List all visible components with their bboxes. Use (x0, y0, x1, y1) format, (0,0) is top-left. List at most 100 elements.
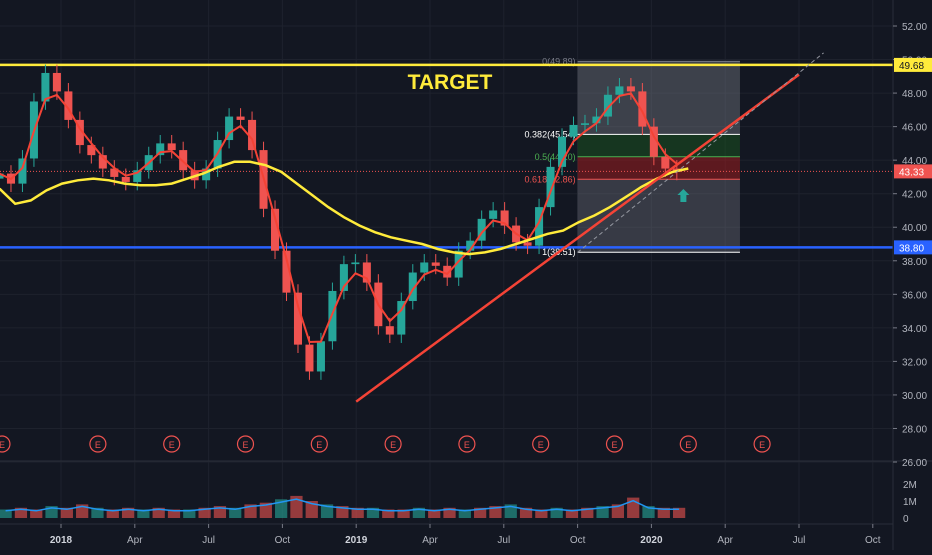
earnings-marker-label: E (390, 440, 396, 450)
candle-body (661, 156, 670, 169)
candle-body (558, 136, 567, 167)
volume-bar (106, 509, 119, 518)
earnings-marker (458, 435, 476, 453)
volume-bar (474, 507, 487, 518)
price-label-text: 49.68 (899, 61, 924, 72)
x-tick-label: 2019 (345, 535, 368, 546)
fib-level-label: 0.382(45.54) (525, 129, 576, 139)
price-label-bg (894, 57, 932, 72)
candle-body (271, 208, 280, 251)
x-tick-label: Oct (570, 535, 586, 546)
volume-bar (351, 507, 364, 518)
trendline-group[interactable] (355, 52, 824, 403)
candle-body (477, 218, 486, 241)
y-tick-label: 32.00 (902, 357, 927, 368)
volume-bar (504, 504, 517, 518)
x-tick-label: Oct (865, 535, 881, 546)
x-tick-label: Apr (422, 535, 438, 546)
candle-body (282, 250, 291, 293)
candle-body (0, 173, 4, 179)
horizontal-lines[interactable] (0, 63, 893, 249)
volume-bar (428, 509, 441, 518)
candle-body (489, 210, 498, 219)
earnings-marker (89, 435, 107, 453)
y-tick-label: 42.00 (902, 190, 927, 201)
price-label-text: 43.33 (899, 167, 924, 178)
candle-body (98, 155, 107, 169)
dashed-trend-guide (577, 52, 824, 253)
volume-bar (672, 507, 686, 518)
candle-body (535, 207, 544, 246)
volume-bar (443, 507, 456, 518)
volume-tick-label: 0 (903, 514, 909, 525)
earnings-marker-label: E (0, 440, 5, 450)
volume-bar (305, 501, 318, 518)
candle-body (305, 344, 314, 372)
grid (0, 0, 893, 524)
y-tick-label: 48.00 (902, 89, 927, 100)
volume-bar (152, 507, 165, 518)
candle-body (431, 262, 440, 266)
candle-body (121, 176, 130, 182)
volume-bar (60, 507, 73, 518)
candle-body (64, 91, 73, 120)
volume-bar (320, 504, 334, 518)
volume-bar (91, 507, 104, 518)
x-axis[interactable]: 2018 Apr Jul Oct 2019 Apr Jul Oct 2020 Apr Jul Oct (0, 523, 893, 546)
volume-bar (382, 509, 395, 518)
volume-bar (213, 506, 227, 518)
volume-bar (565, 509, 579, 518)
volume-bar (14, 507, 28, 518)
volume-bar (167, 509, 181, 518)
earnings-marker (163, 435, 181, 453)
candle-body (248, 119, 257, 151)
candle-body (156, 143, 165, 156)
candle-body (638, 91, 647, 127)
earnings-marker-label: E (759, 440, 765, 450)
y-tick-label: 40.00 (902, 223, 927, 234)
volume-bar (76, 504, 89, 518)
fib-level-label: 0(49.89) (542, 56, 576, 66)
earnings-marker-label: E (95, 440, 101, 450)
earnings-marker-label: E (538, 440, 544, 450)
volume-bar (581, 507, 594, 518)
x-tick-label: Jul (202, 535, 215, 546)
volume-bar (336, 506, 349, 518)
volume-bar (458, 509, 471, 518)
up-arrow-icon (677, 189, 690, 203)
candle-body (649, 126, 658, 157)
volume-bar (137, 509, 150, 518)
earnings-marker (753, 435, 771, 453)
volume-bar (121, 507, 135, 518)
earnings-marker (679, 435, 697, 453)
volume-tick-label: 2M (903, 480, 917, 491)
price-labels: 49.68 43.33 38.80 (894, 57, 932, 255)
candle-body (41, 72, 50, 102)
earnings-marker (605, 435, 624, 453)
candle-body (202, 168, 211, 181)
earnings-marker (0, 435, 11, 453)
volume-bar (229, 507, 242, 518)
candle-body (293, 292, 302, 345)
candle-body (179, 150, 188, 171)
candle-body (75, 119, 84, 146)
volume-pane: 2M 1M 0 (0, 460, 932, 525)
candle-body (592, 116, 601, 124)
x-tick-label: 2018 (50, 535, 73, 546)
candle-body (603, 94, 612, 117)
candle-body (500, 210, 509, 226)
candle-body (523, 242, 532, 246)
candle-body (351, 262, 360, 265)
fib-zone-2 (577, 156, 740, 180)
x-tick-label: 2020 (640, 535, 663, 546)
candle-body (225, 116, 234, 141)
y-tick-label: 34.00 (902, 324, 927, 335)
volume-bar (657, 507, 670, 518)
volume-bar (642, 506, 655, 518)
x-tick-label: Apr (717, 535, 733, 546)
candle-body (385, 326, 394, 335)
candle-body (397, 301, 406, 335)
